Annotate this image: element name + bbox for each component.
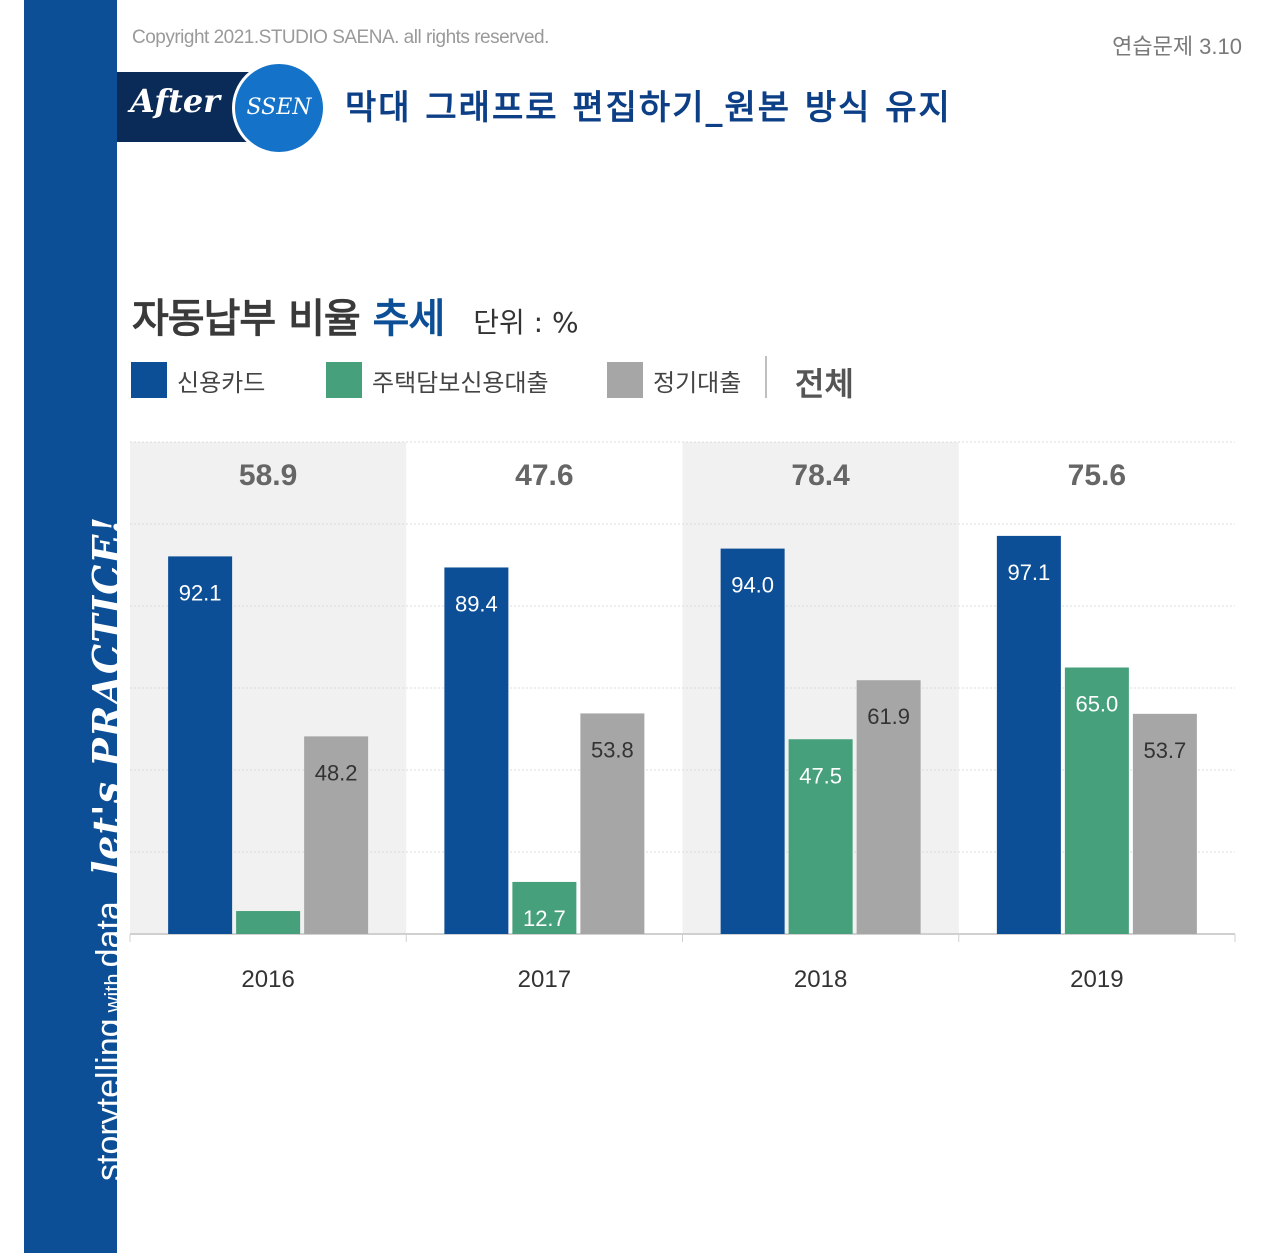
headline: 막대 그래프로 편집하기_원본 방식 유지 (345, 88, 952, 128)
legend-total: 전체 (795, 365, 854, 403)
legend-item-credit-card: 신용카드 (131, 362, 265, 398)
bar-2019-3 (1132, 713, 1197, 934)
legend-swatch (607, 362, 643, 398)
chart-title: 자동납부 비율 추세 단위 : % (132, 286, 579, 344)
data-label-2019-2: 65.0 (1075, 692, 1118, 717)
after-label: After (130, 82, 221, 120)
data-label-2017-2: 12.7 (523, 906, 566, 931)
exercise-number: 연습문제 3.10 (1112, 34, 1242, 59)
x-tick-label-2016: 2016 (241, 966, 294, 993)
legend-item-term-loan: 정기대출 (607, 362, 741, 398)
data-label-2017-1: 89.4 (455, 591, 498, 616)
legend-item-mortgage: 주택담보신용대출 (326, 362, 549, 398)
bar-2016-1 (168, 556, 233, 934)
chart-unit: 단위 : % (473, 306, 579, 339)
x-tick-label-2018: 2018 (794, 966, 847, 993)
data-label-2019-3: 53.7 (1143, 738, 1186, 763)
sidebar (24, 0, 117, 1253)
x-tick-label-2019: 2019 (1070, 966, 1123, 993)
bar-2016-3 (304, 736, 369, 934)
bar-2018-3 (856, 680, 921, 934)
legend-swatch (131, 362, 167, 398)
legend-swatch (326, 362, 362, 398)
data-label-2018-3: 61.9 (867, 704, 910, 729)
copyright: Copyright 2021.STUDIO SAENA. all rights … (132, 27, 549, 48)
ssen-badge: SSEN (232, 61, 326, 155)
data-label-2016-2: 5.6 (253, 935, 284, 960)
bar-2016-2 (236, 911, 301, 934)
data-label-2017-3: 53.8 (591, 737, 634, 762)
total-label-2016: 58.9 (239, 459, 297, 492)
data-label-2016-3: 48.2 (315, 760, 358, 785)
data-label-2019-1: 97.1 (1007, 560, 1050, 585)
bar-2018-1 (720, 548, 785, 934)
legend-separator (765, 356, 767, 398)
legend-label: 주택담보신용대출 (372, 368, 549, 397)
chart-title-accent: 추세 (372, 296, 446, 342)
legend-label: 신용카드 (177, 368, 266, 397)
legend-label: 정기대출 (653, 368, 742, 397)
bar-2018-2 (788, 739, 853, 934)
bar-2017-2 (512, 881, 577, 934)
bar-2017-1 (444, 567, 509, 934)
bar-2019-2 (1064, 667, 1129, 934)
bar-2019-1 (996, 535, 1061, 934)
total-label-2019: 75.6 (1068, 459, 1126, 492)
bar-2017-3 (580, 713, 645, 934)
data-label-2018-2: 47.5 (799, 763, 842, 788)
total-label-2017: 47.6 (515, 459, 573, 492)
total-label-2018: 78.4 (791, 459, 850, 492)
x-tick-label-2017: 2017 (518, 966, 571, 993)
data-label-2016-1: 92.1 (179, 580, 222, 605)
chart-title-main: 자동납부 비율 (132, 296, 361, 342)
data-label-2018-1: 94.0 (731, 573, 774, 598)
